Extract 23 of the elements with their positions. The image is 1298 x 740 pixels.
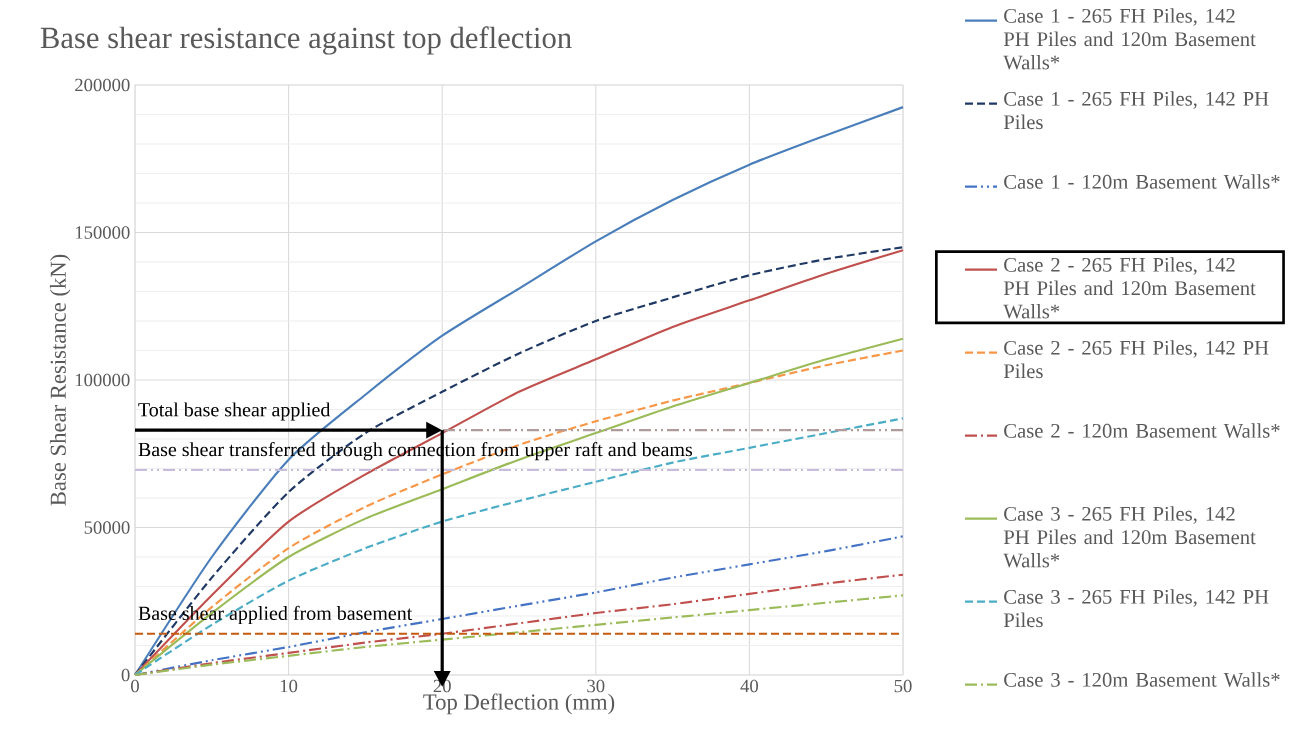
legend-label: Case 3 - 120m Basement Walls* xyxy=(1004,672,1280,687)
x-axis-title: Top Deflection (mm) xyxy=(423,693,615,715)
y-tick-label: 200000 xyxy=(75,78,130,92)
legend-label: Case 1 - 265 FH Piles, 142 PH Piles xyxy=(1003,91,1269,130)
legend-label: Case 2 - 265 FH Piles, 142 PH Piles and 120m Basement Walls* xyxy=(1003,257,1256,319)
x-tick-label: 0 xyxy=(131,679,139,693)
x-tick-label: 50 xyxy=(894,679,912,693)
y-tick-label: 150000 xyxy=(75,226,130,239)
y-tick-label: 50000 xyxy=(84,521,130,534)
legend-label: Case 3 - 265 FH Piles, 142 PH Piles xyxy=(1003,589,1269,628)
x-tick-label: 30 xyxy=(587,679,605,693)
y-tick-label: 100000 xyxy=(75,373,130,387)
legend-label: Case 1 - 265 FH Piles, 142 PH Piles and 120m Basement Walls* xyxy=(1003,8,1256,70)
y-tick-label: 0 xyxy=(121,668,130,682)
y-axis-title: Base Shear Resistance (kN) xyxy=(49,254,71,506)
legend-label: Case 3 - 265 FH Piles, 142 PH Piles and 120m Basement Walls* xyxy=(1003,506,1256,568)
legend-label: Case 2 - 265 FH Piles, 142 PH Piles xyxy=(1003,340,1269,379)
chart-title: Base shear resistance against top deflection xyxy=(40,26,572,55)
legend-label: Case 1 - 120m Basement Walls* xyxy=(1004,174,1280,189)
ref-line-label: Total base shear applied xyxy=(138,402,331,421)
legend-label: Case 2 - 120m Basement Walls* xyxy=(1004,423,1280,438)
x-tick-label: 10 xyxy=(280,679,298,693)
x-tick-label: 40 xyxy=(740,679,759,693)
